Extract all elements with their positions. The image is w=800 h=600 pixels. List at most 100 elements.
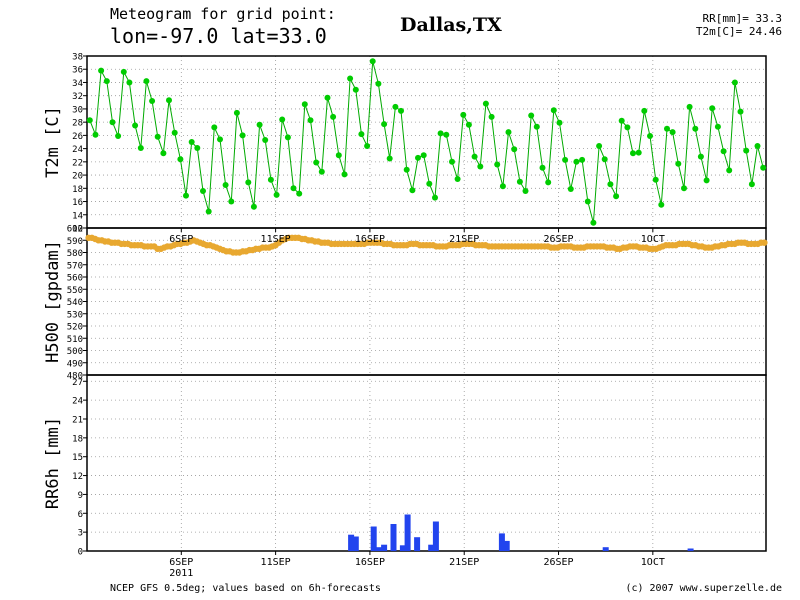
- t2m-point: [330, 113, 337, 120]
- rr-bar: [399, 545, 406, 551]
- location-title: Dallas,TX: [400, 14, 502, 36]
- y-tick-label: 15: [72, 453, 83, 463]
- t2m-point: [516, 178, 523, 185]
- t2m-point: [171, 129, 178, 136]
- y-tick-label: 560: [67, 274, 83, 284]
- t2m-point: [279, 116, 286, 123]
- t2m-point: [494, 161, 501, 168]
- t2m-point: [522, 188, 529, 194]
- t2m-point: [409, 187, 416, 194]
- t2m-point: [460, 111, 467, 118]
- t2m-point: [477, 163, 484, 170]
- x-tick-label: 21SEP: [449, 557, 479, 568]
- x-tick-label: 1OCT: [641, 557, 665, 568]
- t2m-point: [420, 152, 427, 159]
- y-tick-label: 22: [72, 158, 83, 168]
- t2m-point: [584, 198, 591, 205]
- y-tick-label: 500: [67, 347, 83, 357]
- y-tick-label: 12: [72, 472, 83, 482]
- t2m-point: [273, 191, 280, 198]
- y-tick-label: 510: [67, 335, 83, 345]
- y-tick-label: 580: [67, 249, 83, 259]
- t2m-point: [432, 194, 438, 201]
- t2m-point: [731, 79, 738, 86]
- t2m-point: [567, 186, 574, 192]
- y-tick-label: 32: [72, 92, 83, 102]
- h500-point: [761, 239, 768, 246]
- t2m-point: [403, 166, 410, 173]
- t2m-point: [233, 109, 240, 116]
- panel-frame: [86, 374, 767, 552]
- t2m-point: [454, 176, 461, 182]
- t2m-point: [726, 167, 733, 174]
- t2m-point: [313, 159, 320, 166]
- t2m-point: [647, 133, 653, 139]
- t2m-point: [505, 129, 512, 136]
- rr-bar: [370, 526, 377, 551]
- x-tick-label: 16SEP: [355, 234, 385, 245]
- t2m-point: [539, 164, 546, 171]
- t2m-series-line: [89, 61, 764, 223]
- y-tick-label: 550: [67, 286, 83, 296]
- t2m-point: [109, 119, 116, 126]
- t2m-point: [488, 113, 495, 120]
- t2m-point: [137, 145, 144, 151]
- y-tick-label: 480: [67, 372, 83, 382]
- t2m-point: [183, 192, 189, 199]
- t2m-point: [318, 168, 325, 175]
- t2m-point: [381, 121, 388, 128]
- rr-bar: [376, 547, 383, 551]
- t2m-point: [760, 164, 767, 171]
- rr-bar: [348, 534, 355, 551]
- y-tick-label: 24: [72, 145, 83, 155]
- x-tick-label: 11SEP: [261, 234, 291, 245]
- t2m-point: [426, 180, 433, 187]
- y-tick-label: 520: [67, 323, 83, 333]
- y-tick-label: 9: [78, 491, 83, 501]
- t2m-point: [369, 58, 376, 65]
- t2m-point: [160, 150, 167, 157]
- rr-bar: [503, 540, 510, 551]
- x-year-label: 2011: [169, 568, 193, 579]
- t2m-point: [166, 97, 172, 104]
- y-axis-label: RR6h [mm]: [43, 417, 63, 509]
- x-tick-label: 6SEP: [169, 557, 193, 568]
- t2m-point: [250, 203, 257, 210]
- t2m-point: [386, 155, 393, 162]
- t2m-point: [98, 67, 105, 74]
- y-tick-label: 530: [67, 310, 83, 320]
- y-tick-label: 38: [72, 53, 83, 63]
- t2m-point: [324, 94, 331, 101]
- t2m-point: [296, 190, 303, 197]
- t2m-point: [132, 122, 139, 129]
- t2m-point: [471, 153, 478, 160]
- t2m-point: [720, 148, 727, 155]
- rr-bar: [498, 533, 505, 551]
- rr-bar: [687, 548, 694, 551]
- t2m-point: [635, 149, 642, 156]
- y-tick-label: 20: [72, 172, 83, 182]
- t2m-point: [392, 103, 399, 110]
- y-tick-label: 21: [72, 416, 83, 426]
- t2m-point: [443, 131, 450, 138]
- t2m-point: [415, 154, 421, 161]
- t2m-point: [200, 188, 206, 194]
- t2m-point: [664, 125, 670, 132]
- y-tick-label: 26: [72, 132, 83, 142]
- y-tick-label: 6: [78, 510, 83, 520]
- t2m-point: [398, 107, 404, 114]
- t2m-point: [607, 181, 614, 188]
- copyright-note: (c) 2007 www.superzelle.de: [625, 583, 782, 594]
- y-tick-label: 16: [72, 198, 83, 208]
- t2m-point: [115, 133, 122, 139]
- rr-bar: [428, 544, 435, 551]
- panel-frame: [86, 227, 767, 376]
- t2m-point: [596, 143, 603, 149]
- t2m-point: [482, 100, 489, 107]
- y-tick-label: 28: [72, 119, 83, 129]
- t2m-point: [528, 112, 535, 119]
- y-tick-label: 12: [72, 225, 83, 235]
- t2m-point: [601, 156, 608, 163]
- y-tick-label: 490: [67, 359, 83, 369]
- t2m-point: [103, 78, 110, 85]
